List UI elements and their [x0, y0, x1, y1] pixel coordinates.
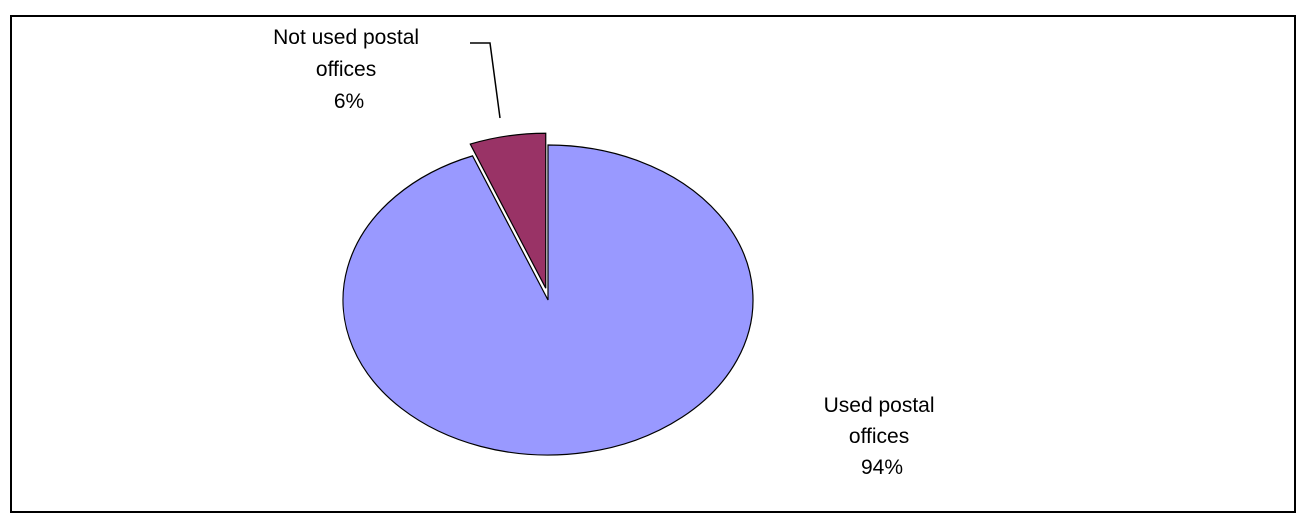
slice-used-postal-offices — [342, 144, 754, 456]
slice-not-used-postal-offices — [469, 132, 547, 289]
label-used-postal-offices: Used postal offices 94% — [824, 394, 941, 479]
leader-line-not-used — [470, 42, 501, 119]
label-not-used-postal-offices: Not used postal offices 6% — [273, 26, 425, 113]
